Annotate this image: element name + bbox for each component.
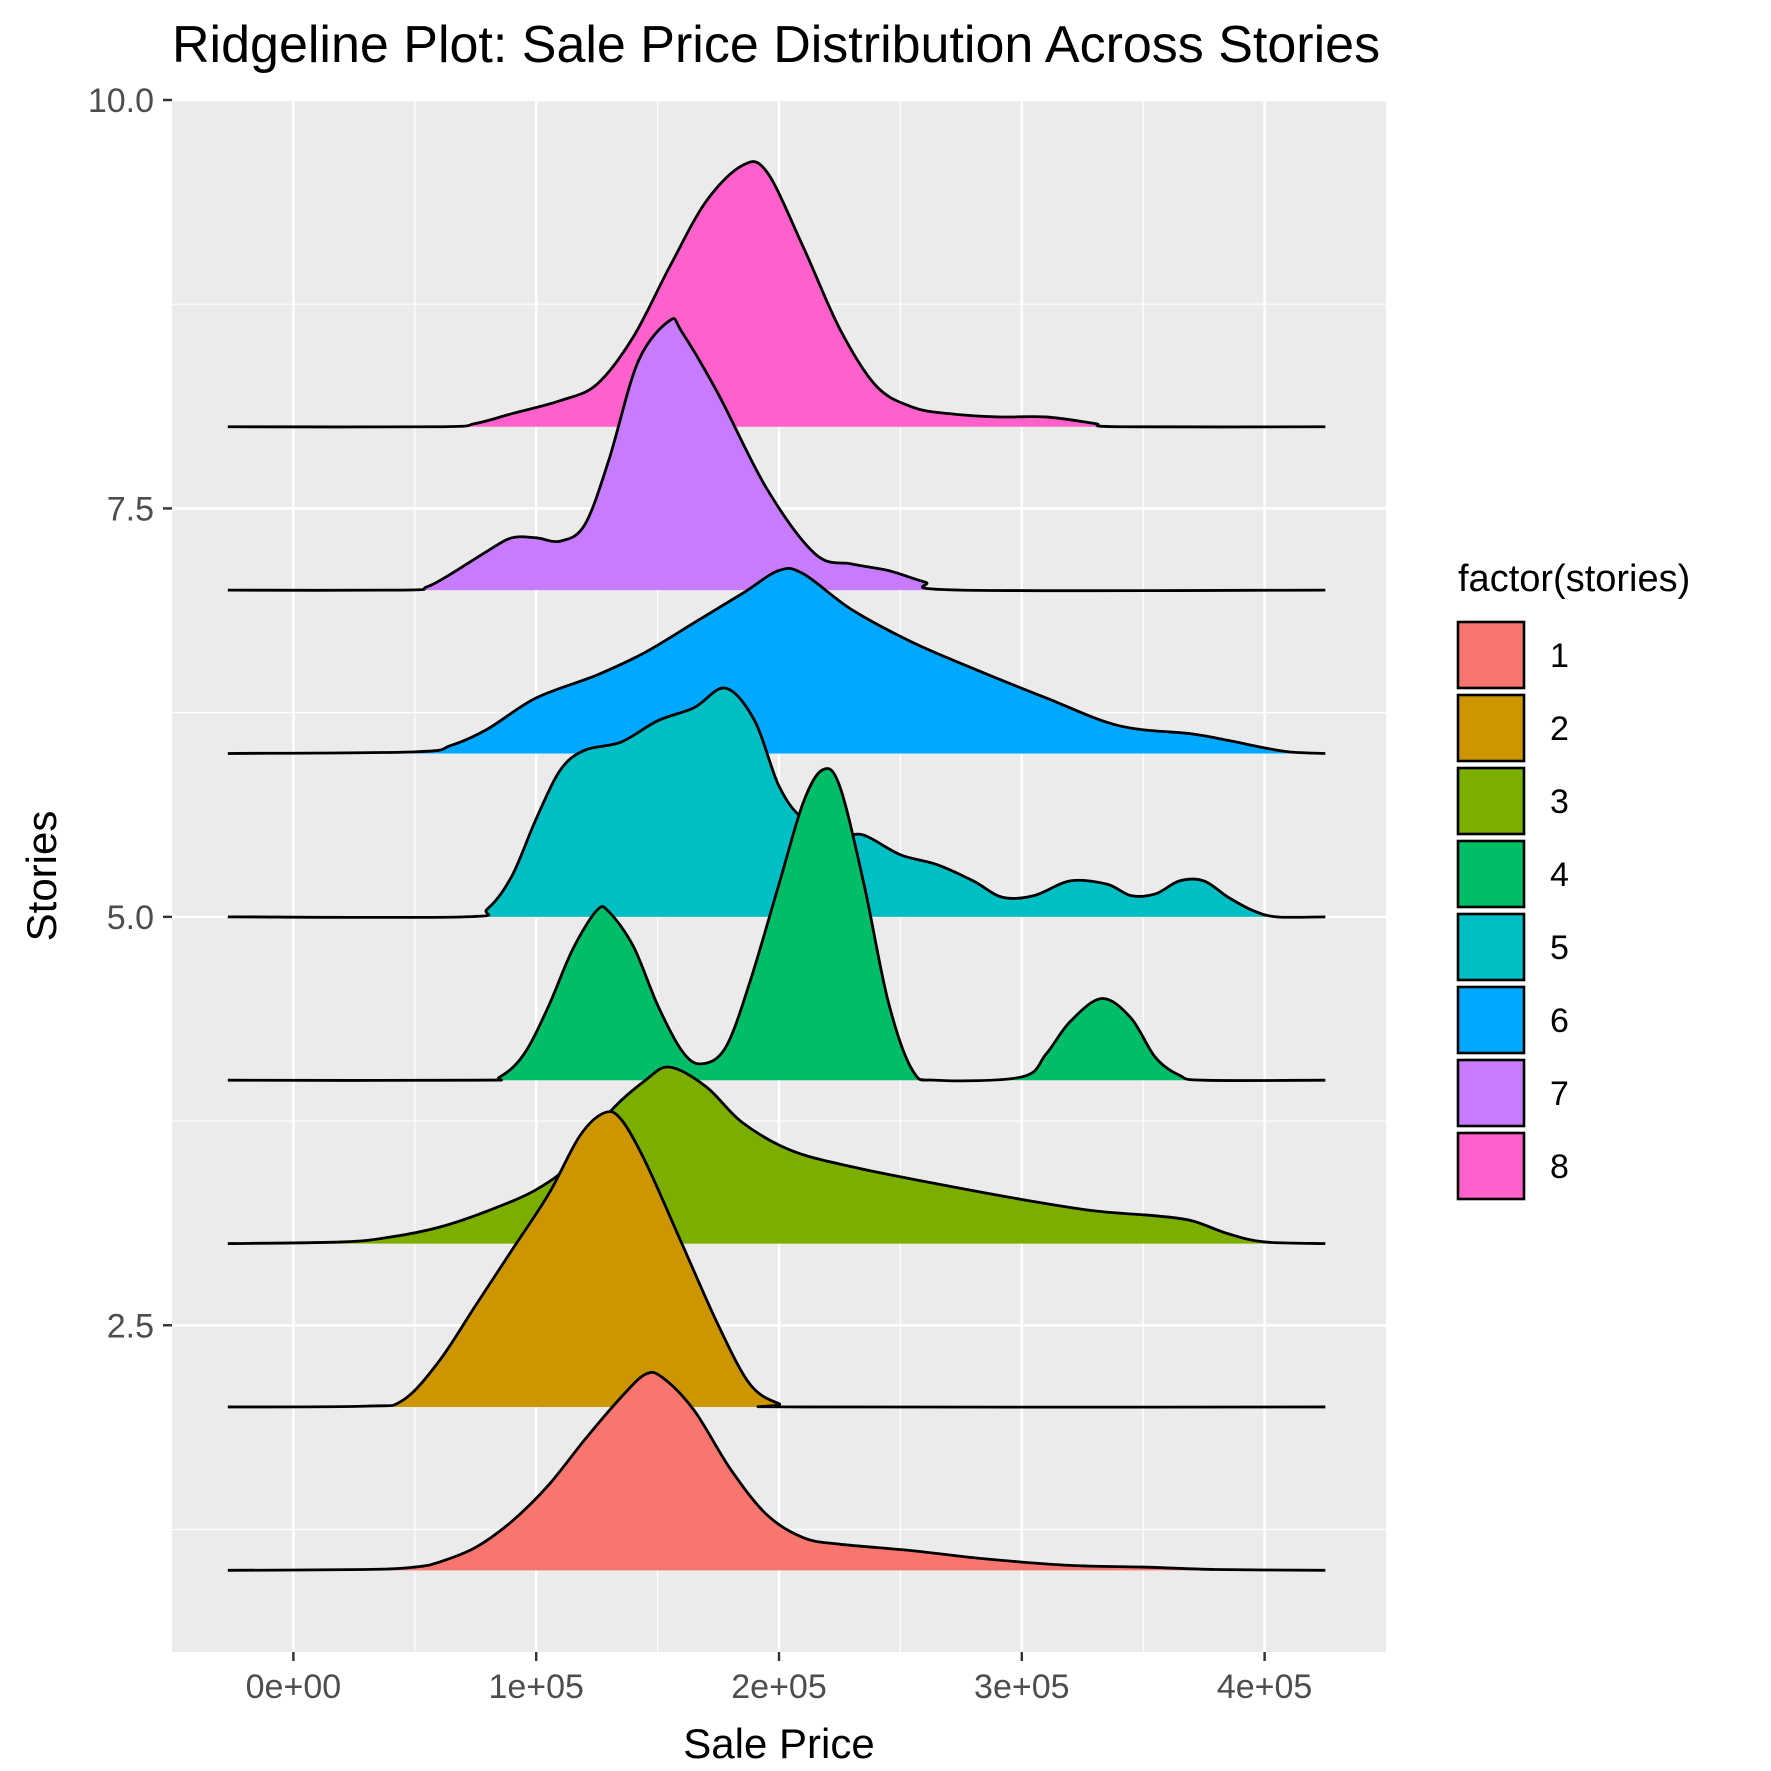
ridge-7 <box>227 317 1326 593</box>
ridge-line-4 <box>227 767 1326 1083</box>
ridge-6 <box>227 566 1326 755</box>
x-tick-label: 2e+05 <box>731 1668 827 1706</box>
legend-swatch-7 <box>1456 1058 1526 1128</box>
ridge-line-8 <box>227 160 1326 429</box>
ridge-area-2 <box>227 1111 1326 1408</box>
y-tick-label: 2.5 <box>107 1307 154 1345</box>
y-tick-label: 5.0 <box>107 899 154 937</box>
ridge-line-7 <box>227 317 1326 593</box>
legend-item-3: 3 <box>1456 766 1569 836</box>
ridge-4 <box>227 767 1326 1083</box>
legend-title: factor(stories) <box>1458 558 1690 600</box>
legend-item-4: 4 <box>1456 839 1569 909</box>
legend-label-3: 3 <box>1550 783 1569 821</box>
axes: 0e+00 1e+05 2e+05 3e+05 4e+05 2.5 5.0 7.5 10.0 <box>88 82 1313 1706</box>
ridge-area-1 <box>227 1372 1326 1571</box>
x-axis-title: Sale Price <box>683 1720 874 1767</box>
legend-label-7: 7 <box>1550 1075 1569 1113</box>
ridge-area-7 <box>227 318 1326 591</box>
x-tick-label: 3e+05 <box>974 1668 1070 1706</box>
y-axis-title: Stories <box>18 811 65 942</box>
legend-swatch-5 <box>1456 912 1526 982</box>
legend-item-6: 6 <box>1456 985 1569 1055</box>
y-tick-label: 10.0 <box>88 82 154 120</box>
ridge-line-1 <box>227 1370 1326 1572</box>
x-tick-label: 1e+05 <box>488 1668 584 1706</box>
legend-swatch-8 <box>1456 1131 1526 1201</box>
density-ridges <box>227 160 1326 1572</box>
ridge-3 <box>227 1065 1326 1245</box>
ridge-8 <box>227 160 1326 429</box>
legend-swatch-2 <box>1456 693 1526 763</box>
chart-title: Ridgeline Plot: Sale Price Distribution … <box>172 16 1380 74</box>
legend-item-7: 7 <box>1456 1058 1569 1128</box>
ridge-area-4 <box>227 768 1326 1081</box>
y-tick-label: 7.5 <box>107 490 154 528</box>
legend-label-6: 6 <box>1550 1002 1569 1040</box>
legend-swatch-1 <box>1456 620 1526 690</box>
ridge-area-6 <box>227 568 1326 754</box>
legend-item-5: 5 <box>1456 912 1569 982</box>
legend-label-4: 4 <box>1550 856 1569 894</box>
legend-item-8: 8 <box>1456 1131 1569 1201</box>
ridge-2 <box>227 1110 1326 1409</box>
ridge-area-5 <box>227 687 1326 918</box>
legend: factor(stories) 1 2 3 4 5 6 7 8 <box>1456 558 1690 1201</box>
ridge-line-6 <box>227 566 1326 755</box>
x-tick-label: 0e+00 <box>246 1668 342 1706</box>
ridge-area-8 <box>227 161 1326 427</box>
legend-items: 1 2 3 4 5 6 7 8 <box>1456 620 1569 1201</box>
legend-label-5: 5 <box>1550 929 1569 967</box>
ridge-line-3 <box>227 1065 1326 1245</box>
legend-label-1: 1 <box>1550 637 1569 675</box>
ridge-1 <box>227 1370 1326 1572</box>
ridge-area-3 <box>227 1067 1326 1244</box>
legend-item-1: 1 <box>1456 620 1569 690</box>
legend-swatch-3 <box>1456 766 1526 836</box>
legend-label-8: 8 <box>1550 1148 1569 1186</box>
legend-item-2: 2 <box>1456 693 1569 763</box>
legend-label-2: 2 <box>1550 710 1569 748</box>
ridge-line-2 <box>227 1110 1326 1409</box>
legend-swatch-6 <box>1456 985 1526 1055</box>
legend-swatch-4 <box>1456 839 1526 909</box>
x-tick-label: 4e+05 <box>1217 1668 1313 1706</box>
